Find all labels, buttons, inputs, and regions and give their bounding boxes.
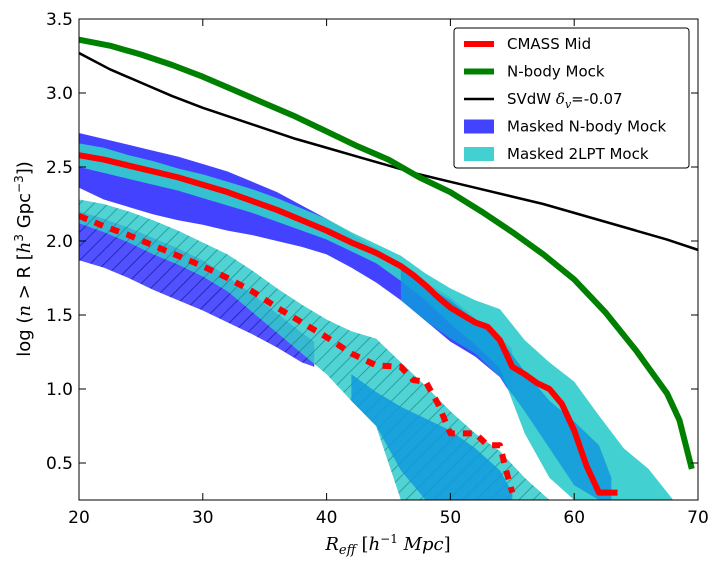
legend: CMASS Mid N-body Mock SVdW δv=-0.07 Masked … <box>453 27 690 169</box>
series-cmass-mid <box>79 152 618 496</box>
band-masked-n-body-mock <box>79 132 513 397</box>
x-tick-label: 30 <box>192 508 214 528</box>
x-axis: 20 30 40 50 60 70 <box>68 19 709 528</box>
y-tick-label: 2.5 <box>46 158 73 178</box>
legend-label-svdw-v-0-07: SVdW δv=-0.07 <box>507 90 623 111</box>
band-overlap-solid-region <box>400 267 612 500</box>
series-cmass-mid-dashed <box>79 213 516 494</box>
confidence-bands <box>79 132 674 500</box>
x-tick-label: 70 <box>687 508 709 528</box>
legend-swatch-masked-2lpt-mock <box>464 147 494 161</box>
x-tick-label: 20 <box>68 508 90 528</box>
y-tick-label: 3.5 <box>46 10 73 30</box>
legend-label-masked-2lpt-mock: Masked 2LPT Mock <box>507 145 649 163</box>
y-tick-label: 2.0 <box>46 232 73 252</box>
y-tick-label: 3.0 <box>46 84 73 104</box>
y-tick-label: 0.5 <box>46 454 73 474</box>
series-svdw-v-0-07 <box>79 51 698 252</box>
data-lines <box>79 36 698 496</box>
x-tick-label: 60 <box>563 508 585 528</box>
plot-frame <box>78 18 699 501</box>
y-tick-label: 1.0 <box>46 380 73 400</box>
band-overlap-dashed-region <box>351 374 513 500</box>
legend-label-masked-n-body-mock: Masked N-body Mock <box>507 118 666 136</box>
x-tick-label: 50 <box>440 508 462 528</box>
legend-swatch-masked-n-body-mock <box>464 119 494 134</box>
band-masked-n-body-mock-hatched <box>79 211 315 367</box>
legend-label-n-body-mock: N-body Mock <box>507 63 605 81</box>
legend-box <box>453 27 690 169</box>
y-axis-label: log (n > R [h3 Gpc−3]) <box>12 161 35 357</box>
legend-label-cmass-mid: CMASS Mid <box>507 35 591 53</box>
y-tick-label: 1.5 <box>46 306 73 326</box>
x-axis-label: Reff [h−1 Mpc] <box>324 532 450 558</box>
y-axis: 0.5 1.0 1.5 2.0 2.5 3.0 3.5 <box>46 10 698 474</box>
x-tick-label: 40 <box>316 508 338 528</box>
series-n-body-mock <box>79 36 695 470</box>
